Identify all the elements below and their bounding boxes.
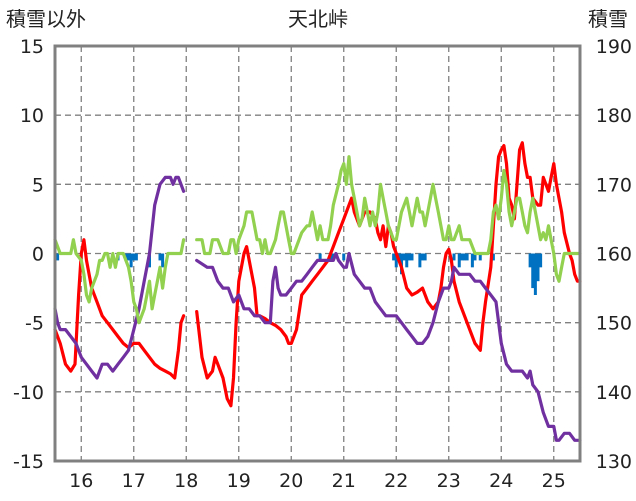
series-line-0-segment-1 bbox=[195, 141, 582, 408]
bar bbox=[56, 253, 60, 261]
bar bbox=[457, 253, 461, 268]
bar bbox=[531, 253, 535, 289]
y-right-tick-label: 160 bbox=[596, 244, 632, 266]
y-left-tick-label: 10 bbox=[20, 105, 44, 127]
y-left-tick-label: 5 bbox=[32, 174, 44, 196]
bar bbox=[478, 253, 482, 261]
gridlines bbox=[55, 46, 580, 461]
bar bbox=[423, 253, 427, 261]
plot-frame bbox=[53, 44, 582, 463]
bar bbox=[405, 253, 409, 268]
x-tick-label: 24 bbox=[489, 470, 513, 492]
x-tick-label: 20 bbox=[279, 470, 303, 492]
bar bbox=[463, 253, 466, 261]
bar bbox=[473, 253, 477, 261]
y-right-tick-label: 190 bbox=[596, 36, 632, 58]
y-left-tick-label: -5 bbox=[25, 313, 44, 335]
bar bbox=[394, 253, 398, 268]
bar bbox=[318, 253, 322, 261]
y-right-tick-label: 150 bbox=[596, 313, 632, 335]
y-right-tick-label: 170 bbox=[596, 174, 632, 196]
y-right-tick-label: 140 bbox=[596, 382, 632, 404]
series-line-0-segment-0 bbox=[53, 238, 186, 380]
line-series-group bbox=[53, 141, 582, 442]
bar bbox=[452, 253, 456, 261]
bar bbox=[410, 253, 414, 261]
x-tick-label: 18 bbox=[174, 470, 198, 492]
x-tick-label: 22 bbox=[384, 470, 408, 492]
bar bbox=[161, 253, 165, 268]
bar bbox=[539, 253, 543, 268]
bar bbox=[134, 253, 138, 261]
y-axis-label-left: 積雪以外 bbox=[6, 7, 86, 31]
y-left-tick-label: 0 bbox=[32, 244, 44, 266]
bar bbox=[407, 253, 411, 261]
bar bbox=[533, 253, 537, 295]
bar bbox=[392, 253, 396, 261]
bar bbox=[491, 253, 495, 261]
bar bbox=[132, 253, 136, 261]
x-tick-label: 21 bbox=[332, 470, 356, 492]
y-axis-label-right: 積雪 bbox=[588, 7, 628, 31]
x-tick-label: 17 bbox=[122, 470, 146, 492]
bar bbox=[342, 253, 346, 261]
series-line-1-segment-1 bbox=[195, 251, 582, 442]
bar bbox=[536, 253, 540, 282]
bar bbox=[418, 253, 422, 268]
y-right-tick-label: 180 bbox=[596, 105, 632, 127]
y-right-tick-label: 130 bbox=[596, 451, 632, 473]
tick-labels: 15 10 5 0 -5 -10 -15 190 180 170 160 150 140 130 16 17 1… bbox=[13, 36, 632, 492]
y-left-tick-label: -15 bbox=[13, 451, 44, 473]
bar bbox=[421, 253, 424, 261]
bar bbox=[528, 253, 532, 268]
series-line-2-segment-1 bbox=[195, 155, 582, 283]
x-tick-label: 23 bbox=[437, 470, 461, 492]
x-tick-label: 19 bbox=[227, 470, 251, 492]
series-line-1-segment-0 bbox=[53, 175, 186, 380]
x-tick-label: 25 bbox=[542, 470, 566, 492]
bar bbox=[465, 253, 469, 261]
bar bbox=[129, 253, 133, 268]
bar bbox=[158, 253, 162, 261]
y-left-tick-label: -10 bbox=[13, 382, 44, 404]
bar bbox=[460, 253, 464, 261]
y-left-tick-label: 15 bbox=[20, 36, 44, 58]
series-line-2-segment-0 bbox=[53, 238, 186, 325]
bar bbox=[402, 253, 406, 261]
bar bbox=[127, 253, 130, 261]
bar bbox=[470, 253, 474, 268]
chart-title: 天北峠 bbox=[288, 7, 348, 31]
x-tick-label: 16 bbox=[69, 470, 93, 492]
